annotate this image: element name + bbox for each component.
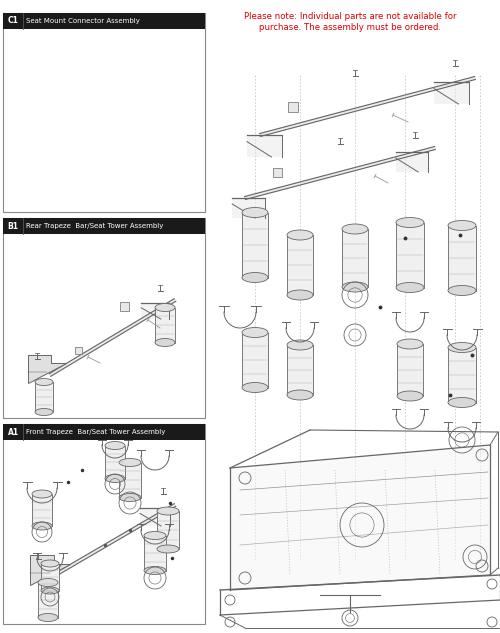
Text: A1: A1	[8, 428, 18, 437]
Bar	[2, 218, 205, 234]
Bar	[75, 347, 82, 354]
Ellipse shape	[396, 282, 424, 292]
Bar	[2, 424, 205, 440]
Bar	[397, 344, 423, 396]
Bar	[273, 168, 282, 177]
Bar	[448, 225, 476, 291]
Bar	[396, 223, 424, 287]
Ellipse shape	[342, 224, 368, 234]
Bar	[2, 218, 205, 418]
Ellipse shape	[105, 441, 125, 449]
Bar	[288, 102, 298, 112]
Polygon shape	[28, 355, 66, 383]
Ellipse shape	[287, 390, 313, 400]
Ellipse shape	[448, 398, 476, 408]
Ellipse shape	[287, 290, 313, 300]
Ellipse shape	[242, 327, 268, 337]
Polygon shape	[396, 152, 428, 172]
Polygon shape	[434, 82, 469, 104]
Ellipse shape	[242, 208, 268, 218]
Ellipse shape	[157, 507, 179, 515]
Ellipse shape	[32, 490, 52, 498]
Ellipse shape	[157, 545, 179, 553]
Polygon shape	[54, 504, 176, 576]
Polygon shape	[244, 147, 436, 199]
Ellipse shape	[397, 391, 423, 401]
Polygon shape	[140, 508, 170, 526]
Bar	[2, 424, 205, 624]
Bar	[119, 463, 141, 498]
Polygon shape	[230, 445, 490, 590]
Bar	[155, 308, 175, 342]
Polygon shape	[260, 77, 476, 137]
Polygon shape	[141, 303, 169, 319]
Bar	[242, 332, 268, 387]
Bar	[448, 348, 476, 403]
Ellipse shape	[38, 613, 58, 622]
Ellipse shape	[41, 560, 59, 567]
Bar	[287, 235, 313, 295]
Bar	[342, 229, 368, 287]
Ellipse shape	[448, 342, 476, 353]
Bar	[120, 302, 129, 311]
Text: Rear Trapeze  Bar/Seat Tower Assembly: Rear Trapeze Bar/Seat Tower Assembly	[26, 223, 164, 229]
Text: Please note: Individual parts are not available for: Please note: Individual parts are not av…	[244, 12, 456, 21]
Bar	[157, 511, 179, 549]
Ellipse shape	[155, 339, 175, 346]
Text: Front Trapeze  Bar/Seat Tower Assembly: Front Trapeze Bar/Seat Tower Assembly	[26, 429, 166, 435]
Ellipse shape	[105, 475, 125, 482]
Bar	[144, 536, 166, 570]
Ellipse shape	[396, 218, 424, 227]
Bar	[2, 13, 205, 212]
Polygon shape	[247, 135, 282, 157]
Ellipse shape	[35, 408, 53, 415]
Ellipse shape	[242, 272, 268, 282]
Ellipse shape	[397, 339, 423, 349]
Bar	[35, 382, 53, 412]
Bar	[41, 563, 59, 591]
Ellipse shape	[144, 567, 166, 575]
Text: C1: C1	[8, 16, 18, 25]
Ellipse shape	[155, 303, 175, 311]
Text: B1: B1	[8, 222, 18, 231]
Polygon shape	[49, 299, 176, 376]
Ellipse shape	[38, 579, 58, 587]
Ellipse shape	[119, 458, 141, 467]
Bar	[38, 582, 58, 618]
Ellipse shape	[287, 340, 313, 350]
Ellipse shape	[287, 230, 313, 240]
Ellipse shape	[119, 494, 141, 501]
Text: Seat Mount Connector Assembly: Seat Mount Connector Assembly	[26, 18, 140, 23]
Polygon shape	[232, 198, 265, 218]
Bar	[105, 446, 125, 479]
Ellipse shape	[35, 379, 53, 385]
Bar	[242, 213, 268, 277]
Ellipse shape	[448, 285, 476, 296]
Text: purchase. The assembly must be ordered.: purchase. The assembly must be ordered.	[259, 23, 441, 32]
Ellipse shape	[144, 532, 166, 539]
Ellipse shape	[448, 220, 476, 230]
Ellipse shape	[32, 522, 52, 530]
Bar	[287, 345, 313, 395]
Polygon shape	[30, 555, 70, 585]
Bar	[2, 13, 205, 28]
Bar	[32, 494, 52, 526]
Ellipse shape	[41, 587, 59, 594]
Ellipse shape	[342, 282, 368, 292]
Ellipse shape	[242, 382, 268, 392]
